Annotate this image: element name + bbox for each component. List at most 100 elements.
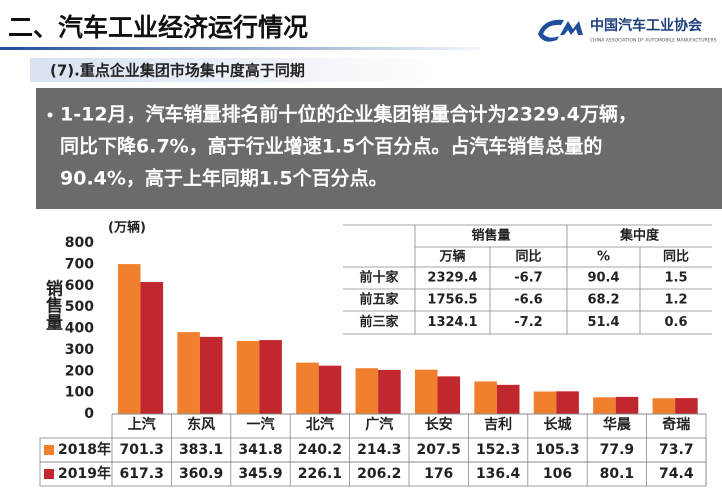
y-tick-label: 800 <box>65 235 94 251</box>
bar <box>259 340 282 414</box>
table-row-label: 前五家 <box>359 292 399 308</box>
x-tick-label: 吉利 <box>484 416 512 433</box>
table-column-header: 万辆 <box>438 249 465 265</box>
x-tick-label: 一汽 <box>247 416 275 433</box>
summary-line: 同比下降6.7%，高于行业增速1.5个百分点。占汽车销售总量的 <box>60 135 602 158</box>
unit-label: (万辆) <box>108 220 146 236</box>
table-row-label: 前十家 <box>359 270 399 286</box>
x-tick-label: 奇瑞 <box>662 416 690 433</box>
table-cell: 68.2 <box>587 293 619 308</box>
y-tick-label: 500 <box>65 299 94 315</box>
bar <box>117 264 141 414</box>
data-label: 73.7 <box>659 442 694 458</box>
bar <box>318 365 342 414</box>
table-cell: 90.4 <box>587 271 619 286</box>
x-tick-label: 长安 <box>425 416 453 433</box>
table-cell: 0.6 <box>664 315 687 330</box>
data-label: 176 <box>424 466 453 482</box>
summary-line: 90.4%，高于上年同期1.5个百分点。 <box>60 167 388 190</box>
data-label: 214.3 <box>357 442 401 458</box>
x-tick-label: 华晨 <box>603 416 632 433</box>
bar <box>652 398 676 414</box>
x-tick-label: 长城 <box>544 416 572 433</box>
data-label: 341.8 <box>238 442 282 458</box>
bar <box>533 391 557 414</box>
data-label: 106 <box>543 466 572 482</box>
table-cell: 51.4 <box>587 315 619 330</box>
table-cell: -6.6 <box>514 293 542 308</box>
data-label: 240.2 <box>298 442 342 458</box>
bar <box>615 396 639 414</box>
y-tick-label: 200 <box>65 363 94 379</box>
legend-label: 2019年 <box>58 465 111 482</box>
data-label: 206.2 <box>357 466 401 482</box>
data-label: 617.3 <box>120 466 164 482</box>
legend-label: 2018年 <box>58 441 111 458</box>
table-cell: 2329.4 <box>427 271 477 286</box>
bar <box>556 391 579 414</box>
subtitle-band <box>30 58 450 82</box>
bar <box>593 397 616 414</box>
logo-mark <box>538 19 583 42</box>
data-label: 152.3 <box>476 442 520 458</box>
table-cell: 1324.1 <box>427 315 477 330</box>
legend-swatch <box>44 469 54 479</box>
y-tick-label: 400 <box>65 321 94 337</box>
x-tick-label: 北汽 <box>306 416 334 433</box>
data-label: 80.1 <box>600 466 635 482</box>
bar <box>140 282 164 414</box>
bar <box>496 384 520 414</box>
bar <box>474 381 497 414</box>
logo-english: CHINA ASSOCIATION OF AUTOMOBILE MANUFACT… <box>590 38 717 44</box>
table-group-header: 销售量 <box>471 228 510 244</box>
table-row-label: 前三家 <box>359 314 399 330</box>
subtitle: (7).重点企业集团市场集中度高于同期 <box>50 62 305 80</box>
slide-title: 二、汽车工业经济运行情况 <box>8 13 308 42</box>
x-tick-label: 东风 <box>187 416 215 433</box>
data-label: 226.1 <box>298 466 342 482</box>
y-tick-label: 0 <box>84 406 94 422</box>
bar <box>355 368 379 414</box>
bullet <box>47 112 53 118</box>
table-column-header: 同比 <box>515 249 541 265</box>
bar <box>296 362 319 414</box>
bar <box>236 340 260 414</box>
legend-swatch <box>44 445 54 455</box>
y-axis-label: 销售量 <box>42 278 63 330</box>
bar <box>414 369 438 414</box>
x-tick-label: 广汽 <box>365 416 393 433</box>
bar <box>437 376 461 414</box>
table-cell: 1756.5 <box>427 293 477 308</box>
table-cell: 1.5 <box>664 271 687 286</box>
data-label: 345.9 <box>238 466 282 482</box>
table-column-header: 同比 <box>663 249 689 265</box>
data-label: 383.1 <box>179 442 223 458</box>
table-cell: -7.2 <box>514 315 542 330</box>
bar <box>378 369 401 414</box>
table-row <box>39 461 707 487</box>
table-cell: 1.2 <box>664 293 687 308</box>
table-group-header: 集中度 <box>619 228 660 244</box>
bar <box>199 336 223 414</box>
data-label: 105.3 <box>535 442 579 458</box>
data-label: 136.4 <box>476 466 521 482</box>
x-tick-label: 上汽 <box>128 416 156 433</box>
summary-line: 1-12月，汽车销量排名前十位的企业集团销量合计为2329.4万辆， <box>60 103 637 126</box>
bar <box>675 398 698 414</box>
data-label: 207.5 <box>417 442 461 458</box>
bar <box>177 332 200 414</box>
logo-name: 中国汽车工业协会 <box>590 17 703 34</box>
table-bg <box>343 225 712 334</box>
y-tick-label: 700 <box>65 256 94 272</box>
summary-box <box>36 88 722 209</box>
data-label: 74.4 <box>659 466 694 482</box>
y-tick-label: 600 <box>65 278 94 294</box>
y-tick-label: 300 <box>65 342 94 358</box>
y-tick-label: 100 <box>65 385 94 401</box>
table-cell: -6.7 <box>514 271 542 286</box>
data-label: 360.9 <box>179 466 223 482</box>
title-rule <box>0 47 480 50</box>
table-column-header: % <box>597 250 610 265</box>
data-label: 701.3 <box>120 442 164 458</box>
